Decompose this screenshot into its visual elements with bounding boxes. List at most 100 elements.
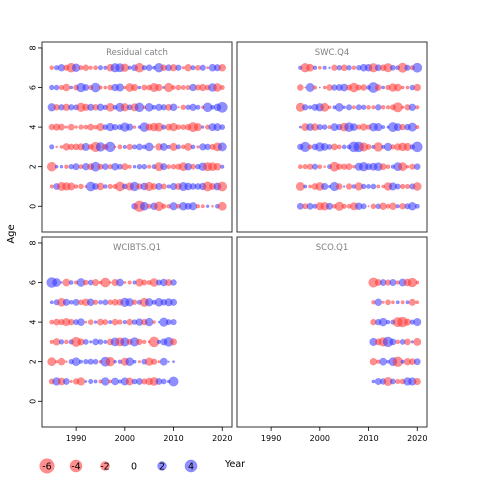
bubble <box>96 182 105 191</box>
bubble <box>374 298 383 307</box>
bubble <box>161 203 167 209</box>
bubble <box>156 339 162 345</box>
bubble <box>195 104 201 110</box>
bubble <box>78 359 84 364</box>
bubble <box>413 318 422 327</box>
bubble <box>111 377 119 386</box>
bubble <box>72 163 80 171</box>
bubble <box>345 163 353 171</box>
bubble <box>389 338 397 346</box>
bubble <box>216 101 228 113</box>
bubble <box>379 163 387 171</box>
legend-label: 0 <box>131 462 137 473</box>
bubble <box>385 299 391 306</box>
bubble <box>125 357 135 367</box>
bubble <box>322 85 327 90</box>
bubble <box>360 104 367 111</box>
bubble <box>152 320 156 324</box>
bubble <box>144 317 154 327</box>
bubble <box>89 340 93 344</box>
y-axis-label: Age <box>6 224 17 243</box>
bubble <box>405 164 410 169</box>
bubble <box>302 104 309 111</box>
bubble <box>395 300 400 305</box>
bubble <box>355 104 362 111</box>
y-tick-label: 4 <box>29 320 38 325</box>
panel-3: SCO.Q1 <box>236 236 428 428</box>
bubble <box>395 204 400 209</box>
bubble <box>394 183 401 190</box>
bubble <box>217 181 228 192</box>
bubble <box>87 319 94 325</box>
bubble <box>170 318 177 326</box>
bubble <box>195 204 201 209</box>
bubble <box>367 205 370 208</box>
bubble <box>413 83 422 92</box>
panel-title: Residual catch <box>106 48 168 58</box>
bubble <box>360 183 367 190</box>
bubble <box>335 183 343 190</box>
bubble <box>302 164 308 170</box>
bubble <box>141 163 148 170</box>
bubble <box>78 124 84 130</box>
bubble <box>318 86 321 89</box>
bubble <box>159 357 168 366</box>
bubble <box>103 85 108 90</box>
bubble <box>77 318 85 327</box>
panel-title: SCO.Q1 <box>316 243 348 253</box>
bubble <box>328 66 331 70</box>
bubble <box>341 144 347 150</box>
bubble <box>127 65 132 70</box>
bubble <box>366 104 371 110</box>
bubble <box>67 182 76 191</box>
bubble <box>136 163 143 170</box>
bubble <box>55 145 58 149</box>
y-tick-label: 6 <box>29 280 38 285</box>
bubble <box>103 184 108 189</box>
bubble <box>334 102 344 112</box>
bubble <box>369 357 378 366</box>
bubble <box>220 164 225 169</box>
bubble <box>180 104 187 111</box>
bubble <box>316 124 323 131</box>
legend: -6 -4 -2 0 2 4 Year <box>39 458 245 474</box>
bubble <box>395 378 401 385</box>
bubbles-1 <box>295 62 423 211</box>
bubble <box>97 339 104 345</box>
bubble <box>376 184 381 189</box>
bubble <box>343 185 346 188</box>
bubble <box>54 164 59 169</box>
bubble <box>172 360 175 364</box>
bubble <box>64 339 69 345</box>
bubble <box>152 145 156 148</box>
bubble <box>413 377 421 386</box>
bubble <box>58 339 65 345</box>
bubble <box>97 65 104 71</box>
bubble <box>400 85 405 90</box>
bubble <box>68 280 74 285</box>
bubble <box>414 203 420 209</box>
bubble <box>379 357 388 366</box>
y-tick-label: 0 <box>29 399 38 404</box>
bubble <box>62 83 71 92</box>
bubble <box>366 184 371 189</box>
bubble <box>370 183 377 190</box>
bubble <box>92 358 99 365</box>
bubble <box>49 84 55 91</box>
bubble <box>115 83 125 92</box>
bubble <box>374 84 382 91</box>
bubble <box>60 281 63 284</box>
bubble <box>103 339 108 344</box>
bubble <box>322 65 327 70</box>
bubble <box>117 319 123 325</box>
bubble <box>62 378 70 385</box>
legend-bubble <box>157 461 167 471</box>
bubble <box>78 183 84 190</box>
bubble <box>381 85 386 90</box>
bubble <box>137 360 142 364</box>
bubble <box>126 143 133 151</box>
bubble <box>64 164 69 169</box>
bubble <box>123 281 127 285</box>
bubble <box>49 65 55 71</box>
bubble <box>62 298 70 306</box>
